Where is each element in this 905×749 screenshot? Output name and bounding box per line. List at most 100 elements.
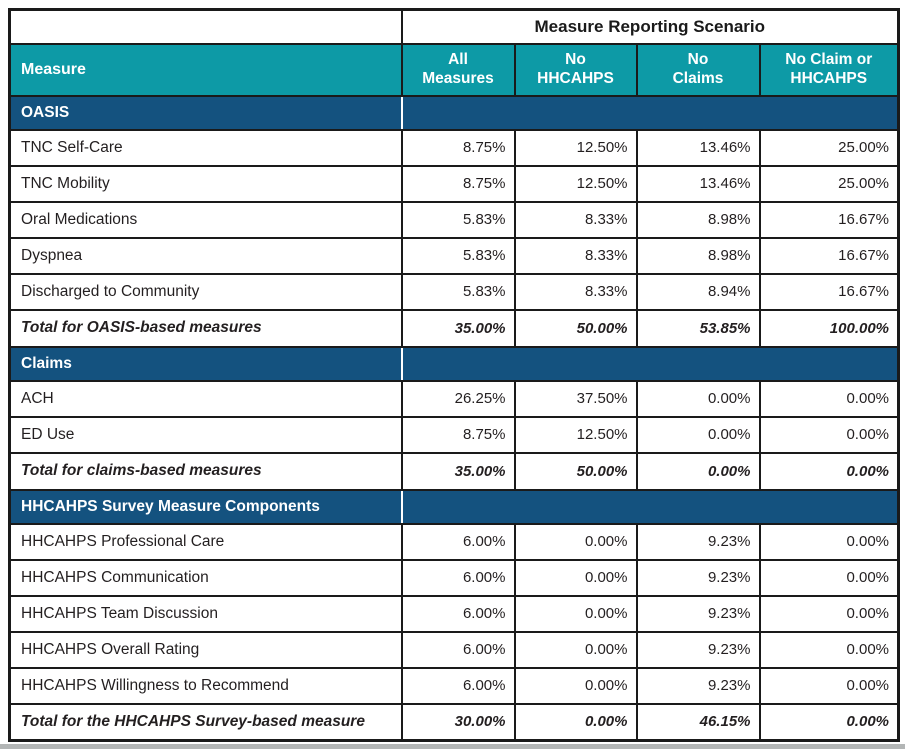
- measure-value: 0.00%: [513, 594, 638, 633]
- measure-value: 0.00%: [758, 594, 900, 633]
- column-header-row: Measure All Measures No HHCAHPS No Claim…: [8, 42, 900, 97]
- scenario-column-header-no-claim-or-hhcahps: No Claim or HHCAHPS: [758, 42, 900, 97]
- measure-value: 25.00%: [758, 164, 900, 203]
- scenario-column-header-all-measures: All Measures: [400, 42, 516, 97]
- measure-name: HHCAHPS Professional Care: [8, 522, 403, 561]
- total-label: Total for the HHCAHPS Survey-based measu…: [8, 702, 403, 742]
- measure-reporting-table: Measure Reporting Scenario Measure All M…: [8, 8, 901, 742]
- measure-reporting-figure: Measure Reporting Scenario Measure All M…: [8, 8, 901, 742]
- measure-row: ED Use 8.75% 12.50% 0.00% 0.00%: [8, 415, 900, 454]
- total-value: 0.00%: [758, 451, 900, 491]
- measure-value: 0.00%: [758, 522, 900, 561]
- measure-value: 25.00%: [758, 128, 900, 167]
- measure-name: TNC Mobility: [8, 164, 403, 203]
- measure-value: 6.00%: [400, 522, 516, 561]
- measure-row: Dyspnea 5.83% 8.33% 8.98% 16.67%: [8, 236, 900, 275]
- measure-value: 5.83%: [400, 236, 516, 275]
- total-value: 35.00%: [400, 308, 516, 348]
- measure-value: 12.50%: [513, 128, 638, 167]
- measure-value: 8.33%: [513, 200, 638, 239]
- measure-name: HHCAHPS Team Discussion: [8, 594, 403, 633]
- measure-value: 8.33%: [513, 236, 638, 275]
- measure-value: 8.98%: [635, 200, 761, 239]
- section-spacer: [400, 488, 900, 525]
- section-total-row-oasis: Total for OASIS-based measures 35.00% 50…: [8, 308, 900, 348]
- measure-name: HHCAHPS Communication: [8, 558, 403, 597]
- table-shadow-strip: [0, 744, 905, 749]
- measure-value: 0.00%: [513, 630, 638, 669]
- measure-value: 0.00%: [635, 415, 761, 454]
- measure-row: HHCAHPS Willingness to Recommend 6.00% 0…: [8, 666, 900, 705]
- measure-value: 8.98%: [635, 236, 761, 275]
- measure-value: 0.00%: [635, 379, 761, 418]
- measure-row: Oral Medications 5.83% 8.33% 8.98% 16.67…: [8, 200, 900, 239]
- measure-name: Oral Medications: [8, 200, 403, 239]
- measure-value: 0.00%: [758, 379, 900, 418]
- measure-value: 9.23%: [635, 594, 761, 633]
- total-value: 100.00%: [758, 308, 900, 348]
- measure-value: 8.75%: [400, 415, 516, 454]
- measure-name: ED Use: [8, 415, 403, 454]
- measure-value: 0.00%: [758, 415, 900, 454]
- measure-value: 6.00%: [400, 666, 516, 705]
- total-value: 50.00%: [513, 308, 638, 348]
- measure-value: 8.75%: [400, 128, 516, 167]
- measure-value: 8.94%: [635, 272, 761, 311]
- measure-value: 0.00%: [758, 558, 900, 597]
- total-value: 35.00%: [400, 451, 516, 491]
- scenario-column-header-no-hhcahps: No HHCAHPS: [513, 42, 638, 97]
- measure-name: Dyspnea: [8, 236, 403, 275]
- measure-row: ACH 26.25% 37.50% 0.00% 0.00%: [8, 379, 900, 418]
- total-value: 0.00%: [758, 702, 900, 742]
- total-value: 53.85%: [635, 308, 761, 348]
- section-header-row-hhcahps: HHCAHPS Survey Measure Components: [8, 488, 900, 525]
- measure-value: 9.23%: [635, 522, 761, 561]
- measure-value: 37.50%: [513, 379, 638, 418]
- measure-value: 9.23%: [635, 558, 761, 597]
- total-value: 0.00%: [635, 451, 761, 491]
- measure-value: 8.33%: [513, 272, 638, 311]
- section-total-row-hhcahps: Total for the HHCAHPS Survey-based measu…: [8, 702, 900, 742]
- measure-row: HHCAHPS Communication 6.00% 0.00% 9.23% …: [8, 558, 900, 597]
- measure-value: 6.00%: [400, 594, 516, 633]
- measure-row: TNC Mobility 8.75% 12.50% 13.46% 25.00%: [8, 164, 900, 203]
- measure-name: HHCAHPS Willingness to Recommend: [8, 666, 403, 705]
- measure-row: HHCAHPS Professional Care 6.00% 0.00% 9.…: [8, 522, 900, 561]
- section-title-hhcahps: HHCAHPS Survey Measure Components: [8, 488, 403, 525]
- measure-value: 26.25%: [400, 379, 516, 418]
- measure-value: 0.00%: [513, 666, 638, 705]
- measure-value: 0.00%: [758, 666, 900, 705]
- measure-value: 6.00%: [400, 630, 516, 669]
- scenario-column-header-no-claims: No Claims: [635, 42, 761, 97]
- measure-name: HHCAHPS Overall Rating: [8, 630, 403, 669]
- section-spacer: [400, 94, 900, 131]
- section-header-row-claims: Claims: [8, 345, 900, 382]
- total-label: Total for claims-based measures: [8, 451, 403, 491]
- section-header-row-oasis: OASIS: [8, 94, 900, 131]
- total-value: 46.15%: [635, 702, 761, 742]
- section-total-row-claims: Total for claims-based measures 35.00% 5…: [8, 451, 900, 491]
- measure-value: 16.67%: [758, 236, 900, 275]
- scenario-title-row: Measure Reporting Scenario: [8, 8, 900, 45]
- measure-row: HHCAHPS Overall Rating 6.00% 0.00% 9.23%…: [8, 630, 900, 669]
- section-title-claims: Claims: [8, 345, 403, 382]
- measure-value: 12.50%: [513, 164, 638, 203]
- total-value: 50.00%: [513, 451, 638, 491]
- section-title-oasis: OASIS: [8, 94, 403, 131]
- measure-value: 16.67%: [758, 272, 900, 311]
- measure-value: 6.00%: [400, 558, 516, 597]
- measure-value: 13.46%: [635, 164, 761, 203]
- measure-value: 8.75%: [400, 164, 516, 203]
- measure-value: 12.50%: [513, 415, 638, 454]
- measure-value: 0.00%: [758, 630, 900, 669]
- measure-name: ACH: [8, 379, 403, 418]
- total-value: 30.00%: [400, 702, 516, 742]
- total-label: Total for OASIS-based measures: [8, 308, 403, 348]
- section-spacer: [400, 345, 900, 382]
- measure-value: 16.67%: [758, 200, 900, 239]
- scenario-header: Measure Reporting Scenario: [400, 8, 900, 45]
- measure-value: 9.23%: [635, 630, 761, 669]
- measure-name: Discharged to Community: [8, 272, 403, 311]
- measure-column-header: Measure: [8, 42, 403, 97]
- total-value: 0.00%: [513, 702, 638, 742]
